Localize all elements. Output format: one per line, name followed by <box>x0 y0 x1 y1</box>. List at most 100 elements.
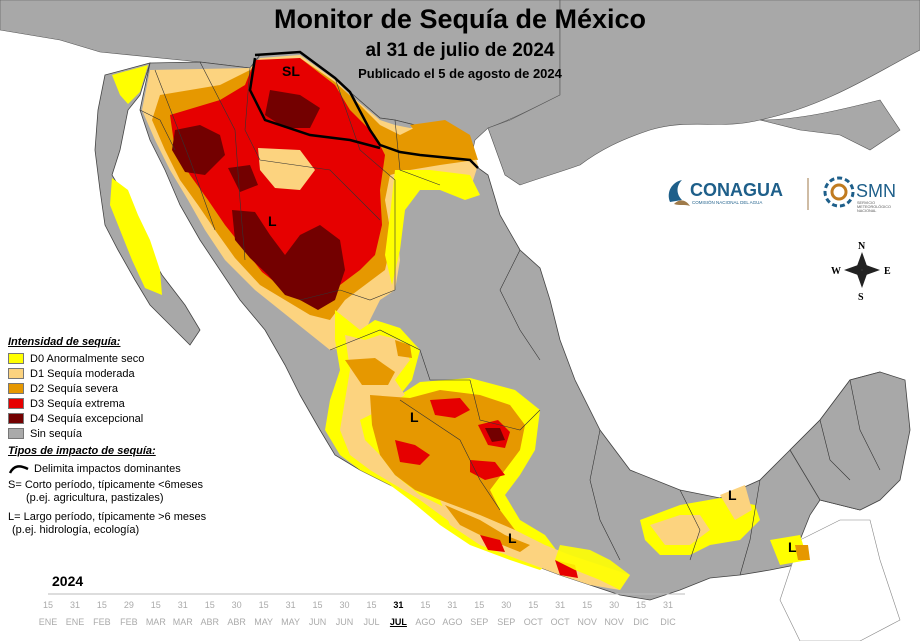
timeline-tick-current: 31 JUL <box>386 600 410 627</box>
svg-text:S: S <box>858 292 864 303</box>
timeline-tick: 30 SEP <box>494 600 518 627</box>
legend-label: D4 Sequía excepcional <box>30 412 144 425</box>
impact-line-label: Delimita impactos dominantes <box>34 463 181 475</box>
map-subtitle: al 31 de julio de 2024 <box>365 40 555 61</box>
tick-month: DIC <box>660 617 676 627</box>
timeline-tick: 30 ABR <box>225 600 249 627</box>
legend-item-d2: D2 Sequía severa <box>8 381 248 396</box>
legend-item-d3: D3 Sequía extrema <box>8 396 248 411</box>
tick-month: FEB <box>93 617 111 627</box>
timeline-tick: 31 MAY <box>279 600 303 627</box>
tick-day: 31 <box>555 600 566 610</box>
tick-month: MAY <box>281 617 301 627</box>
tick-day: 15 <box>420 600 431 610</box>
tick-day: 15 <box>258 600 269 610</box>
timeline-tick: 15 MAY <box>252 600 276 627</box>
svg-text:W: W <box>831 266 841 277</box>
smn-logo-icon <box>823 176 855 208</box>
conagua-name: CONAGUA <box>690 180 783 200</box>
long-term-label: L= Largo período, típicamente >6 meses <box>8 511 207 523</box>
tick-month: ENE <box>38 617 58 627</box>
tick-day: 31 <box>662 600 673 610</box>
legend-item-d1: D1 Sequía moderada <box>8 366 248 381</box>
legend-intensity-header: Intensidad de sequía: <box>8 336 121 348</box>
tick-month: FEB <box>120 617 138 627</box>
tick-day: 31 <box>69 600 80 610</box>
timeline-tick: 31 DIC <box>656 600 680 627</box>
tick-month: OCT <box>523 617 543 627</box>
tick-day: 15 <box>42 600 53 610</box>
timeline-year: 2024 <box>52 573 84 589</box>
legend-label: D0 Anormalmente seco <box>30 352 145 365</box>
label-l-yucatan: L <box>728 487 737 503</box>
legend-swatch <box>8 368 24 379</box>
tick-day: 30 <box>609 600 620 610</box>
tick-month: ENE <box>65 617 85 627</box>
legend-swatch <box>8 398 24 409</box>
label-l-north: L <box>268 213 277 229</box>
legend-label: Sin sequía <box>30 427 82 440</box>
timeline-tick: 30 NOV <box>602 600 626 627</box>
timeline-tick: 30 JUN <box>333 600 357 627</box>
tick-month: MAR <box>145 617 166 627</box>
svg-text:N: N <box>858 241 866 252</box>
tick-day: 15 <box>150 600 161 610</box>
long-term-example: (p.ej. hidrología, ecología) <box>12 524 140 536</box>
timeline-tick: 31 OCT <box>548 600 572 627</box>
tick-day: 31 <box>177 600 188 610</box>
timeline-tick: 15 SEP <box>467 600 491 627</box>
legend-swatch <box>8 383 24 394</box>
timeline-tick: 31 AGO <box>440 600 464 627</box>
label-l-central: L <box>410 409 419 425</box>
tick-day: 30 <box>231 600 242 610</box>
tick-day: 15 <box>582 600 593 610</box>
timeline-tick: 15 OCT <box>521 600 545 627</box>
svg-text:METEOROLÓGICO: METEOROLÓGICO <box>857 204 891 209</box>
impact-boundary-line <box>248 50 479 169</box>
tick-day: 29 <box>123 600 134 610</box>
label-l-south: L <box>508 530 517 546</box>
tick-month: JUN <box>308 617 327 627</box>
svg-text:SERVICIO: SERVICIO <box>857 201 875 205</box>
short-term-example: (p.ej. agricultura, pastizales) <box>26 492 164 504</box>
legend-swatch <box>8 413 24 424</box>
tick-day: 31 <box>285 600 296 610</box>
legend-item-d4: D4 Sequía excepcional <box>8 411 248 426</box>
tick-month: SEP <box>497 617 516 627</box>
conagua-subtitle: COMISIÓN NACIONAL DEL AGUA <box>692 199 762 205</box>
legend-swatch <box>8 353 24 364</box>
tick-month: NOV <box>604 617 624 627</box>
legend: Intensidad de sequía: D0 Anormalmente se… <box>8 336 248 537</box>
map-title: Monitor de Sequía de México <box>273 4 647 34</box>
tick-day: 31 <box>393 600 404 610</box>
tick-month: DIC <box>633 617 649 627</box>
tick-month: SEP <box>470 617 489 627</box>
timeline: 15 ENE 31 ENE 15 FEB 29 FEB 15 MAR 31 MAR 15 ABR 30 ABR… <box>39 590 690 641</box>
timeline-tick: 15 JUN <box>306 600 330 627</box>
legend-item-d0: D0 Anormalmente seco <box>8 351 248 366</box>
impact-line-icon <box>8 465 29 474</box>
legend-label: D1 Sequía moderada <box>30 367 135 380</box>
tick-month: JUL <box>389 617 407 627</box>
timeline-tick: 15 NOV <box>575 600 599 627</box>
timeline-tick: 15 JUL <box>359 600 383 627</box>
tick-month: MAR <box>172 617 193 627</box>
timeline-tick: 15 AGO <box>413 600 437 627</box>
svg-text:E: E <box>884 266 891 277</box>
timeline-tick: 15 FEB <box>90 600 114 627</box>
tick-month: AGO <box>415 617 436 627</box>
tick-month: JUN <box>335 617 354 627</box>
state-boundaries <box>139 61 881 576</box>
tick-month: NOV <box>577 617 597 627</box>
publish-date: Publicado el 5 de agosto de 2024 <box>358 66 562 81</box>
compass-rose: N S W E <box>831 241 891 303</box>
logos: CONAGUA COMISIÓN NACIONAL DEL AGUA SMN S… <box>656 170 916 220</box>
tick-day: 15 <box>474 600 485 610</box>
legend-swatch <box>8 428 24 439</box>
tick-month: OCT <box>550 617 570 627</box>
conagua-logo-icon <box>668 180 690 206</box>
legend-label: D2 Sequía severa <box>30 382 119 395</box>
short-term-label: S= Corto período, típicamente <6meses <box>8 479 204 491</box>
label-l-qroo: L <box>788 539 797 555</box>
timeline-tick: 15 DIC <box>629 600 653 627</box>
